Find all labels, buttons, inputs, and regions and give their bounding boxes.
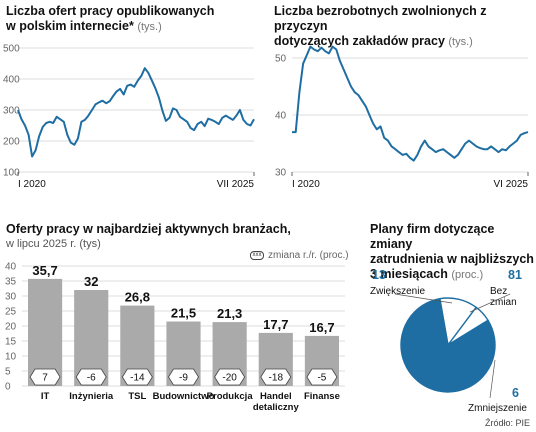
chart3-change-badge bbox=[75, 368, 107, 386]
chart3-bar-value: 21,3 bbox=[217, 306, 242, 321]
pie-label-nochange-value: 81 bbox=[508, 268, 522, 282]
chart3-ytick-label: 10 bbox=[5, 352, 17, 363]
chart2-xtick-label-end: VI 2025 bbox=[494, 179, 529, 190]
chart3-ytick-label: 30 bbox=[5, 292, 17, 303]
chart1-ytick-label: 100 bbox=[3, 168, 20, 179]
chart4-title-line3: 3 miesiącach bbox=[370, 267, 448, 281]
chart4-unit: (proc.) bbox=[451, 269, 484, 281]
chart4-title-line1: Plany firm dotyczące zmiany bbox=[370, 222, 495, 251]
chart3-bar-value: 26,8 bbox=[125, 290, 150, 305]
chart3-ytick-label: 5 bbox=[5, 367, 11, 378]
chart3-bar bbox=[27, 278, 63, 386]
chart3-ytick-label: 35 bbox=[5, 277, 17, 288]
chart3-legend: xxx zmiana r./r. (proc.) bbox=[250, 250, 349, 261]
chart1-series-line bbox=[17, 67, 255, 158]
chart3-change-badge bbox=[121, 368, 153, 386]
chart3-title-line: Oferty pracy w najbardziej aktywnych bra… bbox=[6, 222, 291, 236]
chart3-change-badge bbox=[29, 368, 61, 386]
pie-label-decrease: Zmniejszenie bbox=[468, 403, 527, 414]
chart1-unit: (tys.) bbox=[137, 21, 162, 33]
chart2-ytick-label: 50 bbox=[275, 54, 287, 65]
chart3-category-label: Budownictwo bbox=[153, 391, 215, 402]
chart1-title-line2: w polskim internecie* bbox=[6, 19, 134, 33]
chart3-bar-value: 17,7 bbox=[263, 317, 288, 332]
chart3-change-badge bbox=[214, 368, 246, 386]
chart4-pie-slice bbox=[400, 297, 496, 393]
chart1-title: Liczba ofert pracy opublikowanych w pols… bbox=[6, 4, 214, 35]
chart3-change-badge bbox=[260, 368, 292, 386]
chart3-category-label: Produkcja bbox=[207, 391, 254, 402]
pie-leader-increase bbox=[394, 293, 453, 304]
chart3-category-label: TSL bbox=[128, 391, 146, 402]
chart3-category-label: IT bbox=[41, 391, 50, 402]
chart3-category-label: Handel bbox=[260, 391, 292, 402]
chart3-change-badge bbox=[168, 368, 199, 386]
chart3-change-label: -18 bbox=[269, 373, 284, 384]
pie-label-decrease-value: 6 bbox=[512, 386, 519, 400]
chart3-ytick-label: 0 bbox=[5, 382, 11, 393]
chart1-ytick-label: 200 bbox=[3, 137, 20, 148]
chart3-bar-value: 21,5 bbox=[171, 306, 196, 321]
chart3-bar-value: 35,7 bbox=[32, 263, 57, 278]
chart2-title-line1: Liczba bezrobotnych zwolnionych z przycz… bbox=[274, 4, 487, 33]
pie-label-increase: Zwiększenie bbox=[370, 286, 426, 297]
chart3-ytick-label: 25 bbox=[5, 307, 17, 318]
chart3-bar-value: 32 bbox=[84, 274, 98, 289]
source-note: Źródło: PIE bbox=[484, 418, 530, 428]
chart2-series-line bbox=[292, 45, 529, 162]
chart3-change-label: 7 bbox=[42, 373, 48, 384]
pie-leader-nochange bbox=[469, 293, 511, 313]
pie-leader-decrease bbox=[489, 359, 496, 399]
chart2-ytick-label: 30 bbox=[275, 168, 287, 179]
chart3-change-label: -20 bbox=[222, 373, 237, 384]
chart2-title-line2: dotyczących zakładów pracy bbox=[274, 34, 445, 48]
chart3-bar-value: 16,7 bbox=[309, 320, 334, 335]
legend-label: zmiana r./r. (proc.) bbox=[268, 250, 349, 261]
chart1-title-line1: Liczba ofert pracy opublikowanych bbox=[6, 4, 215, 18]
chart3-ytick-label: 40 bbox=[5, 262, 17, 273]
chart4-title: Plany firm dotyczące zmiany zatrudnienia… bbox=[370, 222, 536, 283]
chart3-change-label: -6 bbox=[87, 373, 96, 384]
chart1-ytick-label: 500 bbox=[3, 44, 20, 55]
chart3-title: Oferty pracy w najbardziej aktywnych bra… bbox=[6, 222, 291, 237]
chart2-xtick-label-start: I 2020 bbox=[292, 179, 320, 190]
chart1-ytick-label: 300 bbox=[3, 106, 20, 117]
chart3-change-label: -5 bbox=[317, 373, 326, 384]
chart3-category-label: Finanse bbox=[304, 391, 340, 402]
chart3-category-label: Inżynieria bbox=[69, 391, 114, 402]
chart2-title: Liczba bezrobotnych zwolnionych z przycz… bbox=[274, 4, 536, 50]
chart3-subtitle: w lipcu 2025 r. (tys) bbox=[6, 238, 101, 250]
chart3-ytick-label: 15 bbox=[5, 337, 17, 348]
chart3-change-label: -14 bbox=[130, 373, 145, 384]
chart1-ytick-label: 400 bbox=[3, 75, 20, 86]
chart3-change-badge bbox=[306, 368, 338, 386]
legend-badge: xxx bbox=[250, 251, 264, 260]
pie-label-increase-value: 13 bbox=[372, 268, 386, 282]
chart4-title-line2: zatrudnienia w najbliższych bbox=[370, 252, 534, 266]
chart3-ytick-label: 20 bbox=[5, 322, 17, 333]
chart1-xtick-label-start: I 2020 bbox=[18, 179, 46, 190]
chart2-ytick-label: 40 bbox=[275, 111, 287, 122]
pie-label-nochange: Bez zmian bbox=[490, 286, 517, 308]
chart2-unit: (tys.) bbox=[448, 36, 473, 48]
chart3-change-label: -9 bbox=[179, 373, 188, 384]
chart3-category-label: detaliczny bbox=[253, 402, 300, 413]
chart1-xtick-label-end: VII 2025 bbox=[217, 179, 255, 190]
